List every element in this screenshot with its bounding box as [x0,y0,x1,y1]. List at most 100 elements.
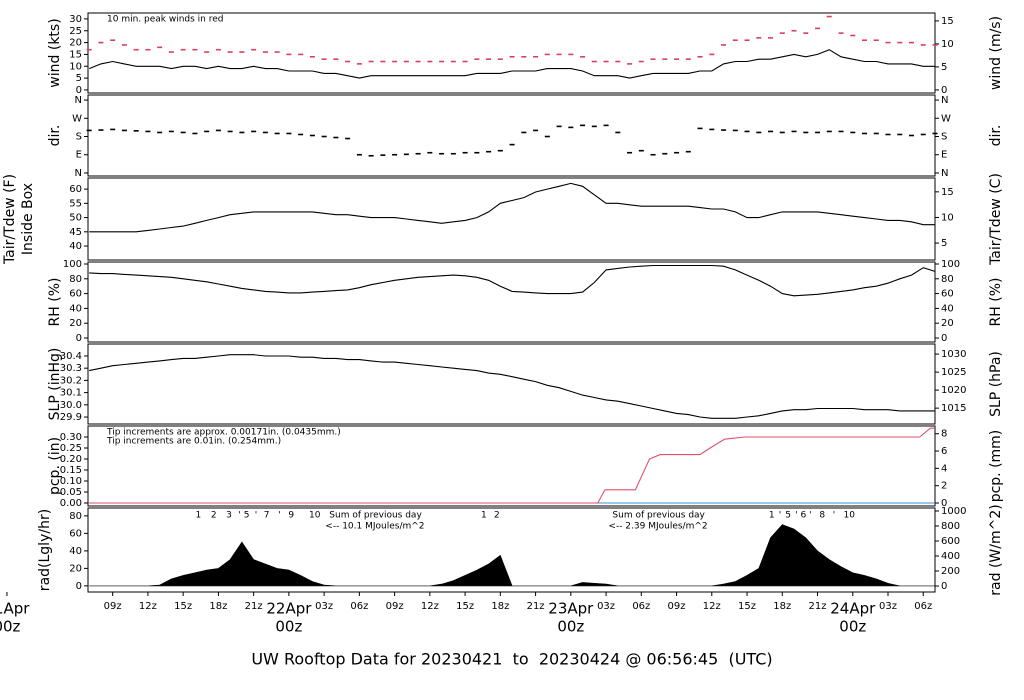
panel-frame [87,343,936,425]
y-axis-label: pcp. (in) [47,437,63,495]
y-tick-label: 0.05 [60,487,82,498]
panel-frame [87,425,936,507]
hour-label: ' [809,511,811,521]
y-tick-label: 20 [69,563,82,574]
panel-frame [87,12,936,94]
x-tick-label: 12z [139,601,157,612]
data-point [826,130,832,133]
data-point [768,37,774,39]
hour-label: 8 [819,511,825,521]
panel-frame [87,177,936,261]
y-tick-label: 30.4 [60,351,82,362]
data-line [89,182,935,233]
y2-tick-label: 4 [941,463,947,474]
data-point [920,133,926,136]
x-tick-label: 18z [773,601,791,612]
y-tick-label: 20 [69,318,82,329]
y-tick-label: 100 [63,259,82,270]
y2-tick-label: 10 [941,212,954,223]
data-point [932,132,938,135]
data-point [98,129,104,131]
annotation: 10 min. peak winds in red [107,15,224,25]
hour-label: ' [795,511,797,521]
data-point [215,48,221,51]
y2-axis-label: wind (m/s) [988,16,1004,90]
data-point [603,124,609,127]
y2-axis-label: dir. [988,125,1004,147]
data-point [380,154,386,156]
data-point [427,151,433,154]
page-title: UW Rooftop Data for 20230421 to 20230424… [251,650,772,669]
data-point [380,60,386,63]
data-point [180,48,186,51]
hour-label: 1 [196,511,202,521]
hour-label: 10 [309,511,321,521]
data-point [86,48,92,51]
y2-tick-label: 80 [941,274,954,285]
data-point [298,53,304,56]
data-point [497,58,503,60]
data-point [591,125,597,128]
data-point [262,51,268,53]
data-point [356,153,362,156]
x-tick-label: 09z [668,601,686,612]
data-point [333,58,339,60]
hour-label: ' [779,511,781,521]
y2-axis-label: rad (W/m^2) [988,504,1004,595]
hour-label: 5 [785,511,791,521]
x-tick-label: 09z [104,601,122,612]
y-axis-label: RH (%) [47,278,63,327]
annotation: Tip increments are approx. 0.00171in. (0… [106,428,341,438]
x-tick-label: 06z [632,601,650,612]
data-point [826,15,832,18]
data-point [709,128,715,131]
data-point [192,48,198,51]
data-point [838,32,844,34]
x-tick-label: 12z [421,601,439,612]
y-tick-label: 0 [76,581,82,592]
hour-label: 2 [494,511,500,521]
data-line [89,427,935,504]
data-point [662,58,668,60]
hour-label: ' [255,511,257,521]
x-tick-label: 21z [245,601,263,612]
y-tick-label: 30.1 [60,388,82,399]
data-point [509,143,515,146]
y2-tick-label: 0 [941,581,947,592]
data-point [227,51,233,53]
data-point [368,154,374,157]
y-tick-label: 15 [69,49,82,60]
data-point [744,130,750,133]
hour-label: 6 [801,511,807,521]
y-tick-label: 10 [69,61,82,72]
y2-axis-label: SLP (hPa) [988,351,1004,417]
data-point [779,32,785,34]
data-point [803,131,809,134]
y2-tick-label: 1020 [941,385,966,396]
data-point [744,39,750,42]
data-area [89,524,935,587]
data-point [638,149,644,152]
data-point [721,44,727,46]
y-tick-label: 60 [69,528,82,539]
data-point [803,32,809,34]
data-point [544,53,550,56]
data-point [239,131,245,134]
data-point [333,136,339,139]
y2-tick-label: 400 [941,551,960,562]
x-tick-label: 15z [174,601,192,612]
data-point [591,60,597,63]
y-axis-label: rad(Lgly/hr) [37,509,53,591]
data-point [815,27,821,30]
y2-tick-label: 0 [941,85,947,96]
data-point [98,41,104,44]
data-point [885,133,891,136]
y2-tick-label: E [941,150,947,161]
y-tick-label: 20 [69,38,82,49]
data-point [121,44,127,46]
data-point [192,132,198,135]
date-label: 21Apr [0,600,30,618]
data-point [450,152,456,155]
